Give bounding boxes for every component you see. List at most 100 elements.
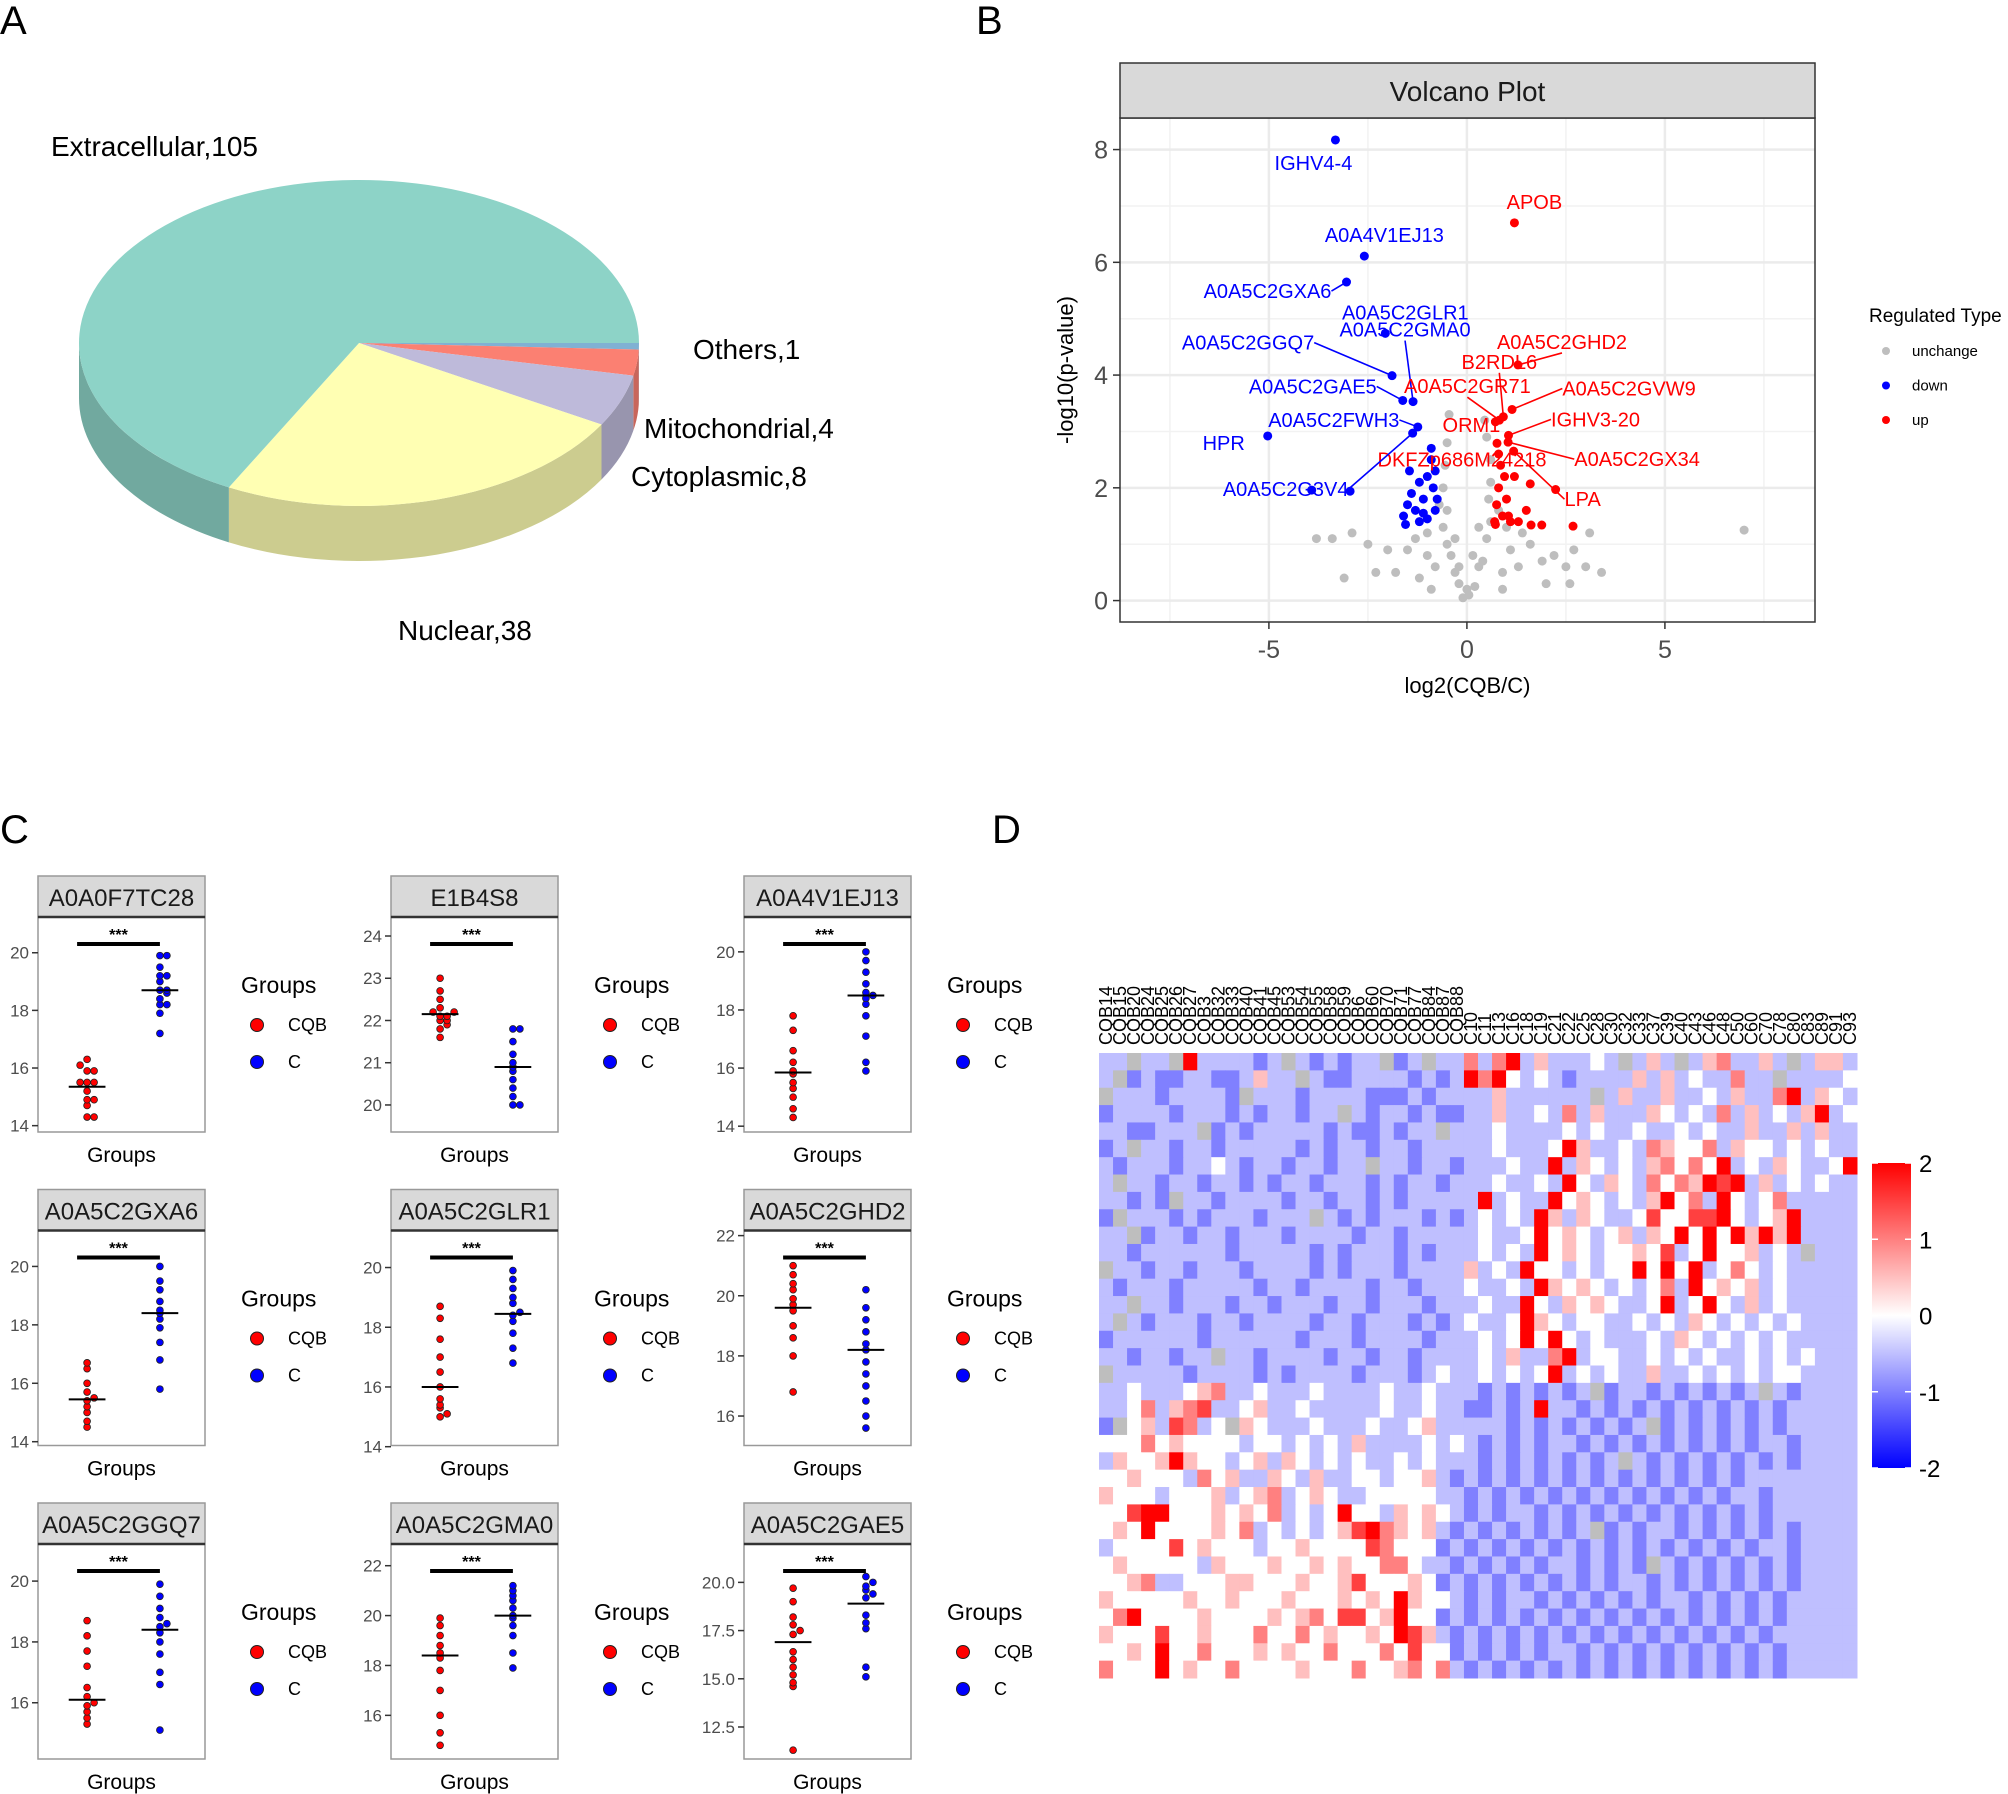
heatmap-cell	[1295, 1487, 1311, 1505]
heatmap-cell	[1492, 1105, 1507, 1123]
heatmap-cell	[1435, 1296, 1451, 1314]
heatmap-cell	[1716, 1174, 1732, 1193]
heatmap-cell	[1730, 1591, 1746, 1610]
heatmap-cell	[1365, 1417, 1381, 1436]
heatmap-cell	[1520, 1382, 1535, 1401]
heatmap-cell	[1660, 1174, 1676, 1193]
heatmap-cell	[1478, 1365, 1493, 1384]
point-unchange	[1482, 534, 1492, 544]
heatmap-cell	[1674, 1417, 1690, 1436]
data-point-c	[156, 1297, 164, 1306]
heatmap-cell	[1758, 1382, 1774, 1401]
heatmap-cell	[1155, 1608, 1170, 1627]
data-point-c	[156, 1580, 164, 1588]
data-point-cqb	[436, 1302, 444, 1311]
heatmap-cell	[1660, 1226, 1676, 1245]
y-tick-label: 20	[363, 1607, 382, 1626]
heatmap-cell	[1534, 1573, 1549, 1592]
heatmap-cell	[1225, 1434, 1240, 1453]
heatmap-cell	[1604, 1539, 1619, 1557]
heatmap-cell	[1492, 1157, 1507, 1176]
heatmap-cell	[1099, 1209, 1114, 1228]
heatmap-cell	[1744, 1261, 1760, 1280]
heatmap-cell	[1127, 1139, 1142, 1158]
heatmap-cell	[1337, 1226, 1353, 1245]
heatmap-cell	[1393, 1556, 1409, 1575]
heatmap-cell	[1239, 1487, 1254, 1505]
heatmap-cell	[1407, 1330, 1423, 1349]
data-point-cqb	[789, 1011, 797, 1020]
heatmap-cell	[1099, 1087, 1114, 1106]
heatmap-cell	[1309, 1348, 1325, 1366]
heatmap-cell	[1379, 1521, 1395, 1540]
heatmap-cell	[1716, 1330, 1732, 1349]
heatmap-cell	[1099, 1434, 1114, 1453]
heatmap-cell	[1702, 1521, 1718, 1540]
heatmap-cell	[1842, 1243, 1858, 1262]
heatmap-cell	[1534, 1643, 1549, 1662]
data-point-c	[156, 1338, 164, 1347]
heatmap-cell	[1842, 1174, 1858, 1193]
data-point-c	[509, 1058, 517, 1067]
heatmap-cell	[1744, 1400, 1760, 1419]
heatmap-cell	[1407, 1660, 1423, 1679]
heatmap-cell	[1576, 1243, 1591, 1262]
heatmap-cell	[1407, 1296, 1423, 1314]
heatmap-cell	[1716, 1400, 1732, 1419]
heatmap-cell	[1674, 1365, 1690, 1384]
heatmap-cell	[1520, 1556, 1535, 1575]
heatmap-cell	[1688, 1365, 1704, 1384]
heatmap-cell	[1225, 1296, 1240, 1314]
heatmap-cell	[1323, 1382, 1339, 1401]
heatmap-cell	[1309, 1053, 1325, 1071]
legend-key-cqb	[956, 1645, 970, 1659]
heatmap-cell	[1127, 1608, 1142, 1627]
heatmap-cell	[1520, 1174, 1535, 1193]
heatmap-cell	[1267, 1434, 1282, 1453]
heatmap-cell	[1478, 1469, 1493, 1488]
heatmap-cell	[1365, 1261, 1381, 1280]
point-unchange	[1474, 522, 1484, 532]
column-label: CQB40	[1236, 986, 1256, 1045]
heatmap-cell	[1155, 1452, 1170, 1471]
heatmap-cell	[1814, 1070, 1830, 1089]
heatmap-cell	[1632, 1504, 1647, 1523]
heatmap-cell	[1323, 1174, 1339, 1193]
point-unchange	[1482, 432, 1492, 442]
heatmap-cell	[1253, 1400, 1268, 1419]
heatmap-cell	[1520, 1087, 1535, 1106]
data-point-cqb	[83, 1616, 91, 1625]
heatmap-cell	[1337, 1556, 1353, 1575]
heatmap-cell	[1463, 1504, 1479, 1523]
heatmap-cell	[1141, 1365, 1156, 1384]
heatmap-cell	[1562, 1209, 1577, 1228]
heatmap-cell	[1267, 1625, 1282, 1644]
heatmap-cell	[1337, 1469, 1353, 1488]
heatmap-cell	[1267, 1122, 1282, 1141]
point-label: A0A5C2GX34	[1574, 449, 1700, 471]
heatmap-cell	[1169, 1139, 1184, 1158]
heatmap-cell	[1772, 1070, 1788, 1089]
point-unchange	[1391, 567, 1401, 577]
heatmap-cell	[1155, 1365, 1170, 1384]
heatmap-cell	[1463, 1625, 1479, 1644]
heatmap-cell	[1548, 1139, 1563, 1158]
x-axis-title: Groups	[793, 1458, 862, 1481]
heatmap-cell	[1463, 1417, 1479, 1436]
heatmap-cell	[1463, 1139, 1479, 1158]
heatmap-cell	[1225, 1209, 1240, 1228]
heatmap-cell	[1618, 1122, 1633, 1141]
heatmap-cell	[1295, 1296, 1311, 1314]
heatmap-cell	[1337, 1209, 1353, 1228]
heatmap-cell	[1800, 1139, 1816, 1158]
heatmap-cell	[1267, 1487, 1282, 1505]
data-point-cqb	[789, 1093, 797, 1101]
heatmap-cell	[1842, 1625, 1858, 1644]
heatmap-cell	[1463, 1591, 1479, 1610]
heatmap-cell	[1183, 1278, 1198, 1297]
point-label: DKFZp686M24218	[1378, 449, 1547, 471]
heatmap-cell	[1337, 1278, 1353, 1297]
heatmap-cell	[1463, 1660, 1479, 1679]
heatmap-cell	[1842, 1261, 1858, 1280]
